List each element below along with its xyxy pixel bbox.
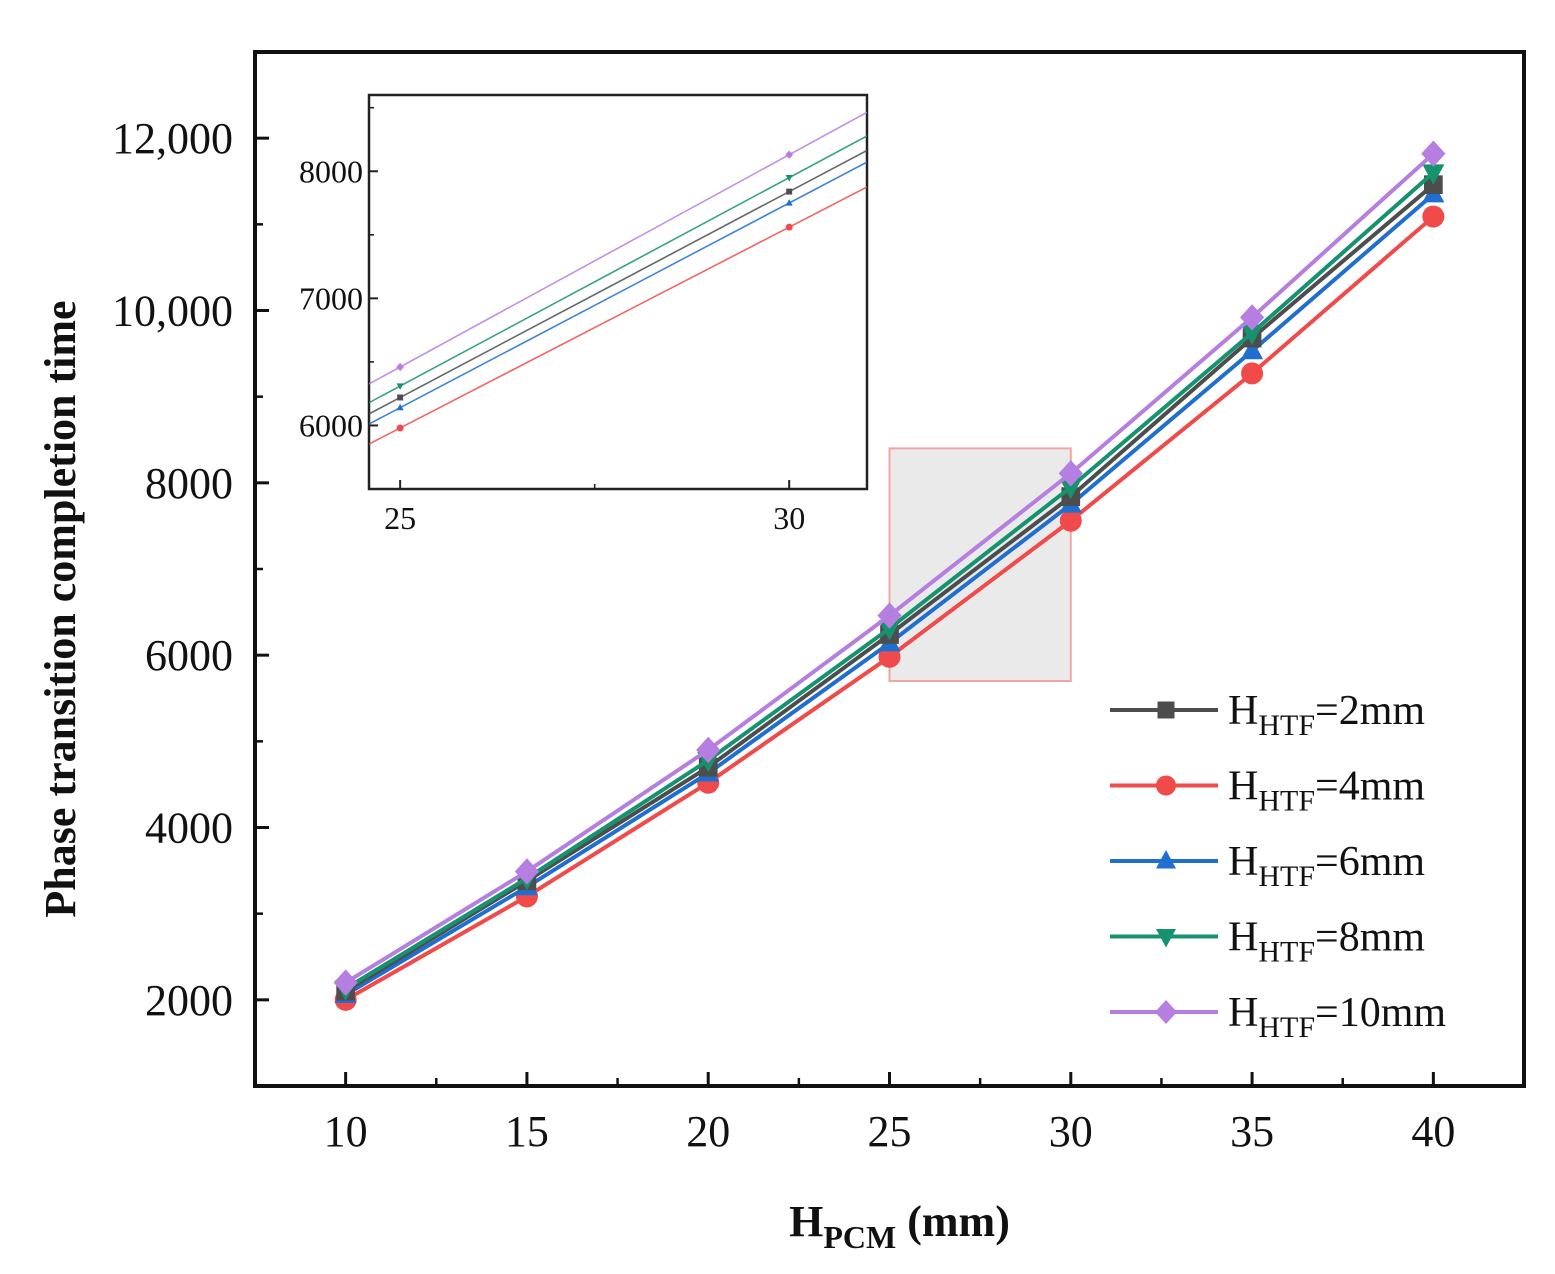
legend-entry-8mm: HHTF=8mm: [1110, 915, 1425, 969]
legend-label-main: H: [1228, 839, 1258, 885]
legend-label-suffix: =8mm: [1315, 915, 1425, 961]
x-tick-label-25: 25: [868, 1107, 912, 1156]
inset-line-2mm: [369, 149, 867, 415]
inset-point-10mm-25: [396, 362, 404, 372]
x-tick-label-40: 40: [1411, 1107, 1455, 1156]
legend-label-subscript: HTF: [1258, 785, 1315, 818]
data-point-8mm-25: [878, 620, 901, 641]
inset-point-2mm-30: [786, 188, 793, 195]
inset-point-8mm-30: [785, 174, 793, 182]
data-point-10mm-10: [333, 969, 358, 996]
data-point-10mm-20: [696, 736, 721, 764]
inset-point-6mm-30: [785, 199, 793, 206]
x-axis-title: HPCM (mm): [789, 1197, 1010, 1255]
legend-entry-2mm: HHTF=2mm: [1110, 688, 1425, 742]
data-point-10mm-40: [1421, 140, 1446, 167]
legend-label-main: H: [1228, 990, 1258, 1036]
data-point-8mm-40: [1422, 164, 1445, 185]
x-tick-label-35: 35: [1230, 1107, 1274, 1156]
y-tick-label-2000: 2000: [145, 976, 233, 1025]
y-tick-label-8000: 8000: [145, 459, 233, 508]
legend-label-subscript: HTF: [1258, 860, 1315, 893]
inset-x-tick-label-25: 25: [384, 500, 416, 536]
inset-point-2mm-25: [397, 394, 404, 401]
y-tick-label-6000: 6000: [145, 631, 233, 680]
data-point-10mm-15: [514, 858, 540, 885]
data-point-4mm-40: [1422, 205, 1445, 228]
inset-point-8mm-25: [396, 383, 404, 390]
x-tick-label-20: 20: [686, 1107, 730, 1156]
legend-label-main: H: [1228, 764, 1258, 810]
y-tick-label-10000: 10,000: [112, 287, 233, 336]
x-tick-label-15: 15: [505, 1107, 549, 1156]
legend-label-2mm: HHTF=2mm: [1228, 688, 1425, 742]
x-tick-label-30: 30: [1049, 1107, 1093, 1156]
legend-marker-8mm: [1156, 929, 1176, 948]
legend-label-suffix: =10mm: [1315, 990, 1446, 1036]
data-point-10mm-35: [1239, 304, 1265, 331]
legend-marker-2mm: [1157, 701, 1175, 719]
legend-label-8mm: HHTF=8mm: [1228, 915, 1425, 969]
data-point-4mm-30: [1059, 509, 1082, 532]
inset-y-tick-label-6000: 6000: [299, 407, 363, 443]
x-axis-title-units: (mm): [896, 1197, 1010, 1246]
legend-entry-6mm: HHTF=6mm: [1110, 839, 1425, 893]
legend-label-suffix: =2mm: [1315, 688, 1425, 734]
inset-point-6mm-25: [396, 403, 404, 411]
legend-marker-10mm: [1155, 1000, 1177, 1024]
inset-line-6mm: [369, 161, 867, 425]
legend-label-subscript: HTF: [1258, 709, 1315, 742]
inset-line-10mm: [369, 111, 867, 385]
x-tick-label-10: 10: [324, 1107, 368, 1156]
inset-data-group: [369, 111, 867, 445]
data-point-8mm-30: [1059, 478, 1082, 500]
data-point-6mm-35: [1241, 338, 1264, 360]
data-point-4mm-25: [878, 645, 901, 668]
y-tick-label-4000: 4000: [145, 804, 233, 853]
data-point-8mm-35: [1241, 324, 1264, 346]
inset-point-4mm-30: [785, 223, 793, 231]
data-point-4mm-35: [1241, 362, 1264, 385]
legend-label-10mm: HHTF=10mm: [1228, 990, 1446, 1044]
inset-y-tick-label-8000: 8000: [299, 153, 363, 189]
inset-y-tick-label-7000: 7000: [299, 280, 363, 316]
data-point-10mm-30: [1058, 460, 1083, 487]
data-point-10mm-25: [877, 602, 902, 629]
legend-label-subscript: HTF: [1258, 936, 1315, 969]
x-axis-title-main: H: [789, 1197, 823, 1246]
legend-label-main: H: [1228, 915, 1258, 961]
inset-point-10mm-30: [785, 150, 794, 159]
inset-frame: [367, 93, 869, 491]
inset-line-8mm: [369, 135, 867, 404]
legend-label-suffix: =4mm: [1315, 764, 1425, 810]
legend-label-main: H: [1228, 688, 1258, 734]
legend-label-subscript: HTF: [1258, 1011, 1315, 1044]
legend-label-suffix: =6mm: [1315, 839, 1425, 885]
inset-x-tick-label-30: 30: [773, 500, 805, 536]
zoom-region-box: [888, 447, 1072, 683]
y-axis-title: Phase transition completion time: [36, 300, 85, 917]
legend-marker-6mm: [1156, 850, 1176, 869]
legend-entry-4mm: HHTF=4mm: [1110, 764, 1425, 818]
inset-line-4mm: [369, 186, 867, 445]
legend-entry-10mm: HHTF=10mm: [1110, 990, 1446, 1044]
legend-label-4mm: HHTF=4mm: [1228, 764, 1425, 818]
inset-point-4mm-25: [396, 424, 404, 432]
legend-label-6mm: HHTF=6mm: [1228, 839, 1425, 893]
y-tick-label-12000: 12,000: [112, 114, 233, 163]
x-axis-title-subscript: PCM: [823, 1219, 896, 1255]
legend-marker-4mm: [1156, 775, 1176, 796]
